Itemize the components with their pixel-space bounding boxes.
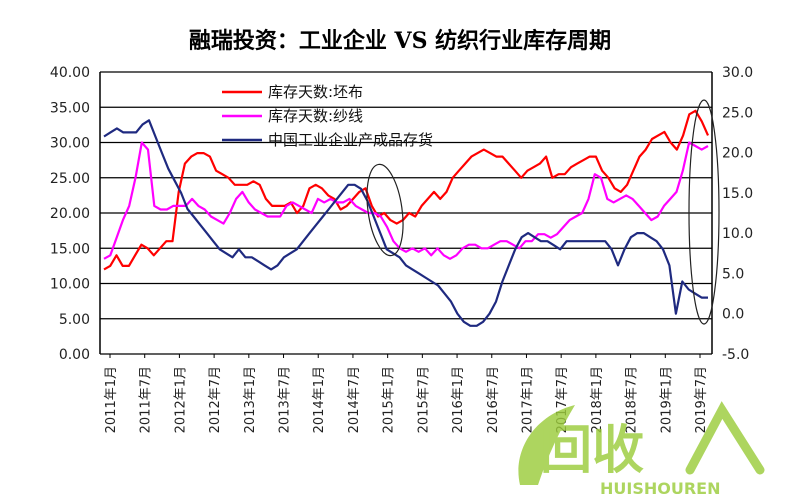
legend-label: 中国工业企业产成品存货 xyxy=(268,131,433,149)
x-tick-label: 2015年1月 xyxy=(382,366,397,433)
right-tick-label: 30.0 xyxy=(722,65,753,81)
x-tick-label: 2012年7月 xyxy=(208,366,223,433)
watermark-swoosh-icon xyxy=(685,401,765,475)
legend-label: 库存天数:坯布 xyxy=(268,83,363,101)
watermark-main-text: 回收 xyxy=(540,421,644,481)
x-tick-label: 2019年7月 xyxy=(694,366,709,433)
x-tick-label: 2016年7月 xyxy=(486,366,501,433)
left-tick-label: 15.00 xyxy=(50,241,90,257)
x-tick-label: 2012年1月 xyxy=(173,366,188,433)
right-tick-label: 5.0 xyxy=(722,266,744,282)
x-tick-label: 2013年1月 xyxy=(243,366,258,433)
left-tick-label: 25.00 xyxy=(50,171,90,187)
annotation-ellipse xyxy=(366,163,404,257)
left-tick-label: 30.00 xyxy=(50,136,90,152)
right-tick-label: 25.0 xyxy=(722,105,753,121)
left-tick-label: 40.00 xyxy=(50,65,90,81)
annotation-ellipse xyxy=(688,99,720,325)
series-line-1 xyxy=(103,109,710,271)
watermark-leaf-icon xyxy=(518,405,575,485)
right-tick-label: 20.0 xyxy=(722,146,753,162)
x-tick-label: 2014年7月 xyxy=(347,366,362,433)
x-axis-ticks: 2011年1月 2011年7月 2012年1月 2012年7月 2013年1月 2013年… xyxy=(104,354,709,433)
series-line-2 xyxy=(103,141,709,260)
left-axis-ticks: 0.00 5.00 10.00 15.00 20.00 25.00 30.00 35.00 40… xyxy=(50,65,90,363)
right-tick-label: 0.0 xyxy=(722,307,744,323)
series-line-3 xyxy=(103,119,708,327)
left-tick-label: 10.00 xyxy=(50,277,90,293)
x-tick-label: 2015年7月 xyxy=(416,366,431,433)
x-tick-label: 2018年7月 xyxy=(625,366,640,433)
x-tick-label: 2019年1月 xyxy=(659,366,674,433)
right-tick-label: 10.0 xyxy=(722,226,753,242)
x-tick-label: 2014年1月 xyxy=(312,366,327,433)
legend-label: 库存天数:纱线 xyxy=(268,107,363,125)
watermark-sub-text: HUISHOUREN xyxy=(600,479,720,498)
watermark-logo: 回收 HUISHOUREN xyxy=(518,401,765,498)
x-tick-label: 2011年1月 xyxy=(104,366,119,433)
series-lines xyxy=(103,109,710,327)
gridlines xyxy=(100,71,712,355)
x-tick-label: 2017年1月 xyxy=(520,366,535,433)
x-tick-label: 2016年1月 xyxy=(451,366,466,433)
chart-title: 融瑞投资：工业企业 VS 纺织行业库存周期 xyxy=(189,28,611,54)
left-tick-label: 5.00 xyxy=(59,312,90,328)
left-tick-label: 20.00 xyxy=(50,206,90,222)
x-tick-label: 2013年7月 xyxy=(278,366,293,433)
right-tick-label: 15.0 xyxy=(722,186,753,202)
right-axis-ticks: -5.0 0.0 5.0 10.0 15.0 20.0 25.0 30.0 xyxy=(722,65,753,363)
left-tick-label: 0.00 xyxy=(59,347,90,363)
annotation-ellipses xyxy=(366,99,720,325)
x-tick-label: 2018年1月 xyxy=(590,366,605,433)
left-tick-label: 35.00 xyxy=(50,100,90,116)
x-tick-label: 2011年7月 xyxy=(139,366,154,433)
right-tick-label: -5.0 xyxy=(722,347,749,363)
